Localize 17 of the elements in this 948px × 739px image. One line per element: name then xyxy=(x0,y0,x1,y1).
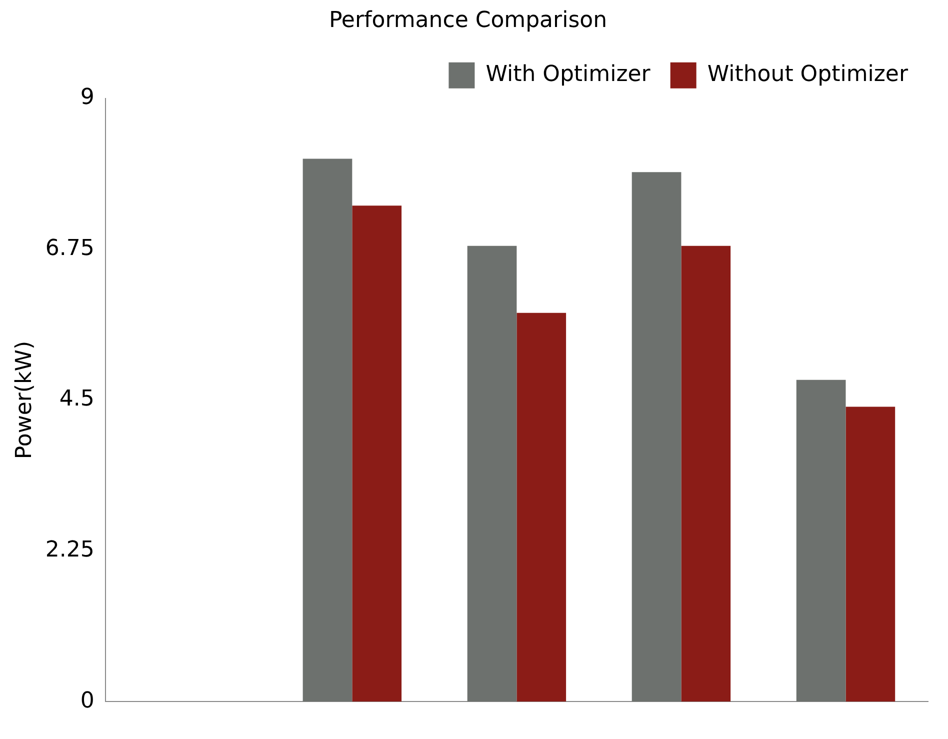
bar xyxy=(681,246,731,702)
y-tick-label: 6.75 xyxy=(45,236,94,261)
bar xyxy=(846,406,896,702)
y-tick-label: 0 xyxy=(80,688,94,714)
bar xyxy=(632,172,682,702)
bar xyxy=(516,312,566,702)
y-tick-label: 2.25 xyxy=(45,538,94,563)
legend-label: Without Optimizer xyxy=(707,62,909,88)
bar xyxy=(352,206,402,702)
chart-title: Performance Comparison xyxy=(328,8,608,33)
bar xyxy=(796,380,846,702)
bar xyxy=(467,246,517,702)
legend-label: With Optimizer xyxy=(486,62,652,88)
y-tick-label: 4.5 xyxy=(59,386,94,412)
y-axis-title: Power(kW) xyxy=(12,340,37,460)
bar xyxy=(302,158,352,702)
y-tick-label: 9 xyxy=(80,85,94,110)
